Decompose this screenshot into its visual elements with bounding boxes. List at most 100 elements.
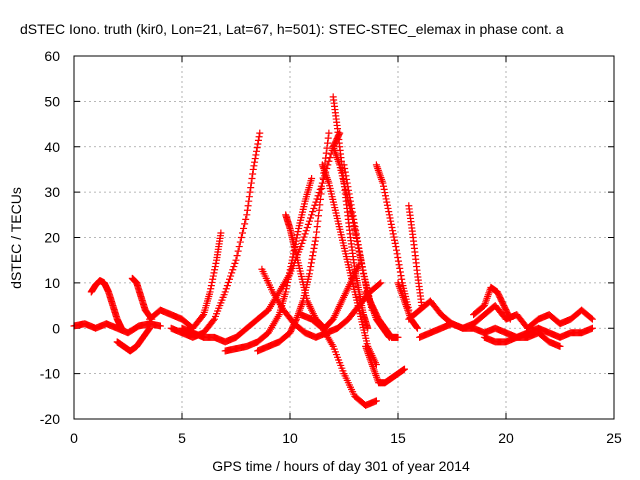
data-point bbox=[322, 154, 330, 162]
data-point bbox=[413, 324, 421, 332]
data-point bbox=[254, 140, 262, 148]
data-point bbox=[199, 312, 207, 320]
data-point bbox=[394, 333, 402, 341]
data-point bbox=[221, 288, 229, 296]
data-point bbox=[588, 315, 596, 323]
data-point bbox=[315, 206, 323, 214]
data-point bbox=[208, 278, 216, 286]
data-point bbox=[145, 325, 153, 333]
y-tick-label: -20 bbox=[40, 411, 60, 427]
data-point bbox=[282, 288, 290, 296]
series-24 bbox=[470, 283, 514, 323]
data-point bbox=[303, 224, 311, 232]
x-tick-label: 20 bbox=[498, 430, 514, 446]
y-tick-label: 50 bbox=[44, 93, 60, 109]
data-point bbox=[254, 136, 262, 144]
data-point bbox=[384, 204, 392, 212]
data-point bbox=[385, 211, 393, 219]
data-point bbox=[305, 270, 313, 278]
data-point bbox=[217, 229, 225, 237]
data-point bbox=[325, 157, 333, 165]
data-point bbox=[397, 272, 405, 280]
data-point bbox=[400, 365, 408, 373]
data-point bbox=[318, 179, 326, 187]
data-point bbox=[352, 226, 360, 234]
data-point bbox=[209, 275, 217, 283]
data-point bbox=[302, 227, 310, 235]
series-5 bbox=[146, 229, 225, 332]
data-point bbox=[340, 161, 348, 169]
data-point bbox=[587, 314, 595, 322]
data-point bbox=[243, 206, 251, 214]
data-point bbox=[309, 248, 317, 256]
data-point bbox=[356, 248, 364, 256]
data-point bbox=[323, 144, 331, 152]
data-point bbox=[379, 179, 387, 187]
data-point bbox=[317, 190, 325, 198]
data-point bbox=[316, 201, 324, 209]
data-point bbox=[300, 233, 308, 241]
data-point bbox=[348, 208, 356, 216]
data-point bbox=[381, 192, 389, 200]
series-14 bbox=[329, 143, 376, 314]
data-point bbox=[343, 175, 351, 183]
data-point bbox=[241, 220, 249, 228]
data-point bbox=[243, 211, 251, 219]
data-point bbox=[311, 237, 319, 245]
data-point bbox=[355, 244, 363, 252]
data-point bbox=[256, 129, 264, 137]
x-tick-label: 0 bbox=[70, 430, 78, 446]
data-point bbox=[396, 264, 404, 272]
data-point bbox=[301, 230, 309, 238]
data-point bbox=[383, 201, 391, 209]
data-point bbox=[282, 285, 290, 293]
data-point bbox=[223, 282, 231, 290]
data-point bbox=[388, 224, 396, 232]
series-1 bbox=[70, 320, 164, 337]
data-point bbox=[588, 324, 596, 332]
data-point bbox=[118, 324, 126, 332]
series-17 bbox=[362, 342, 408, 387]
data-point bbox=[309, 208, 317, 216]
data-point bbox=[307, 263, 315, 271]
data-point bbox=[312, 198, 320, 206]
data-point bbox=[325, 129, 333, 137]
data-point bbox=[341, 165, 349, 173]
data-point bbox=[293, 231, 301, 239]
data-point bbox=[351, 223, 359, 231]
series-11 bbox=[282, 211, 363, 332]
data-point bbox=[209, 317, 217, 325]
data-point bbox=[224, 278, 232, 286]
data-point bbox=[392, 243, 400, 251]
data-point bbox=[250, 162, 258, 170]
data-point bbox=[249, 170, 257, 178]
data-point bbox=[210, 269, 218, 277]
data-point bbox=[287, 263, 295, 271]
data-point bbox=[146, 324, 154, 332]
data-point bbox=[308, 211, 316, 219]
data-point bbox=[242, 215, 250, 223]
data-point bbox=[230, 263, 238, 271]
series-23 bbox=[416, 320, 596, 341]
data-point bbox=[346, 197, 354, 205]
data-point bbox=[353, 234, 361, 241]
data-point bbox=[304, 220, 312, 228]
data-point bbox=[315, 212, 323, 220]
data-point bbox=[372, 397, 380, 405]
data-point bbox=[226, 275, 234, 283]
data-point bbox=[345, 190, 353, 198]
data-point bbox=[234, 247, 242, 255]
data-point bbox=[284, 275, 292, 283]
y-tick-label: 0 bbox=[52, 320, 60, 336]
axis-ticks: 0 5 10 15 20 25 -20 -10 0 10 20 30 40 50 60 bbox=[40, 48, 622, 446]
data-point bbox=[283, 282, 291, 290]
data-point bbox=[209, 272, 217, 280]
data-point bbox=[253, 144, 261, 152]
data-point bbox=[237, 234, 245, 241]
data-point bbox=[212, 259, 220, 267]
y-axis-label: dSTEC / TECUs bbox=[8, 187, 24, 289]
data-point bbox=[244, 202, 252, 210]
data-point bbox=[387, 220, 395, 228]
